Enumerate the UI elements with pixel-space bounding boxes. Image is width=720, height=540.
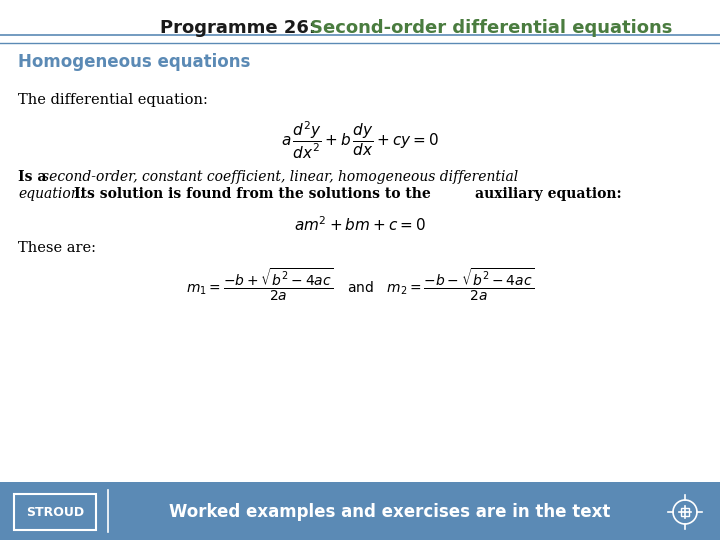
- Text: These are:: These are:: [18, 241, 96, 255]
- Text: Second-order differential equations: Second-order differential equations: [310, 19, 672, 37]
- Text: $am^2 + bm + c = 0$: $am^2 + bm + c = 0$: [294, 215, 426, 234]
- Text: auxiliary equation:: auxiliary equation:: [475, 187, 621, 201]
- Text: Worked examples and exercises are in the text: Worked examples and exercises are in the…: [169, 503, 611, 521]
- Text: Is a: Is a: [18, 170, 51, 184]
- Text: second-order, constant coefficient, linear, homogeneous differential: second-order, constant coefficient, line…: [42, 170, 518, 184]
- Text: $m_1 = \dfrac{-b + \sqrt{b^2 - 4ac}}{2a}\quad \mathrm{and} \quad m_2 = \dfrac{-b: $m_1 = \dfrac{-b + \sqrt{b^2 - 4ac}}{2a}…: [186, 267, 534, 303]
- Text: STROUD: STROUD: [26, 505, 84, 518]
- Text: Homogeneous equations: Homogeneous equations: [18, 53, 251, 71]
- Bar: [681, 508, 689, 516]
- Text: equation.: equation.: [18, 187, 84, 201]
- Bar: [0, 482, 720, 540]
- Text: The differential equation:: The differential equation:: [18, 93, 208, 107]
- Text: $a\,\dfrac{d^2y}{dx^2} + b\,\dfrac{dy}{dx} + cy = 0$: $a\,\dfrac{d^2y}{dx^2} + b\,\dfrac{dy}{d…: [281, 119, 439, 160]
- Text: Programme 26:: Programme 26:: [160, 19, 328, 37]
- Bar: [14, 494, 96, 530]
- Text: Its solution is found from the solutions to the: Its solution is found from the solutions…: [74, 187, 431, 201]
